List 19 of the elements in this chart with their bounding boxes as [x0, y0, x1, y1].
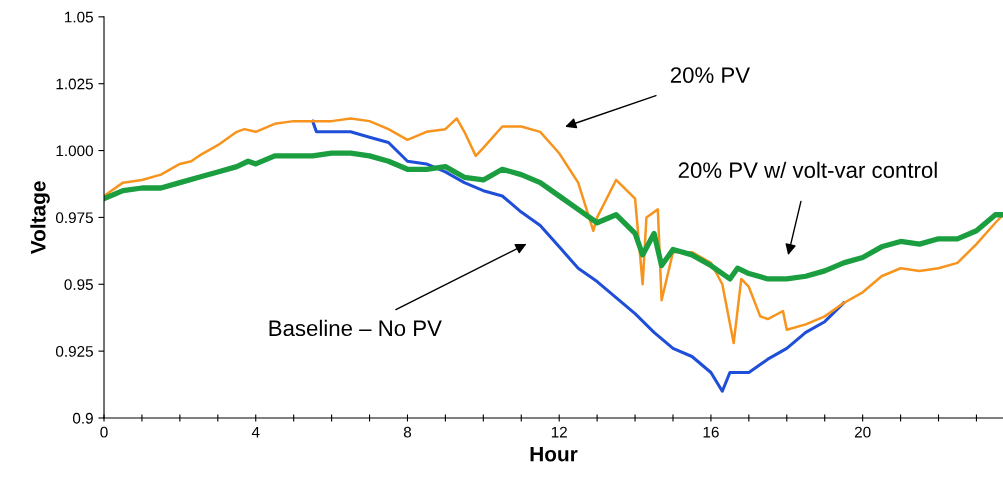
- annotation: 20% PV w/ volt-var control: [678, 161, 937, 179]
- x-tick-label: 8: [403, 426, 412, 438]
- y-tick-label: 0.95: [64, 279, 93, 290]
- annotation: Baseline – No PV: [269, 319, 442, 337]
- x-tick-label: 16: [703, 426, 719, 438]
- y-tick-label: 1.025: [56, 78, 93, 90]
- x-tick-label: 0: [100, 426, 108, 438]
- x-tick-label: 4: [251, 426, 260, 438]
- y-tick-label: 1.05: [65, 11, 93, 23]
- y-axis-title: Voltage: [30, 181, 50, 255]
- y-tick-label: 0.925: [55, 346, 93, 357]
- x-tick-label: 12: [551, 426, 567, 438]
- annotation: 20% PV: [670, 67, 750, 83]
- line-series: [104, 117, 1003, 345]
- y-tick-label: 0.975: [55, 212, 93, 224]
- y-tick-label: 1.000: [56, 145, 93, 157]
- x-tick-label: 20: [854, 426, 871, 438]
- y-tick-label: 0.9: [72, 412, 93, 424]
- x-axis-title: Hour: [530, 446, 578, 462]
